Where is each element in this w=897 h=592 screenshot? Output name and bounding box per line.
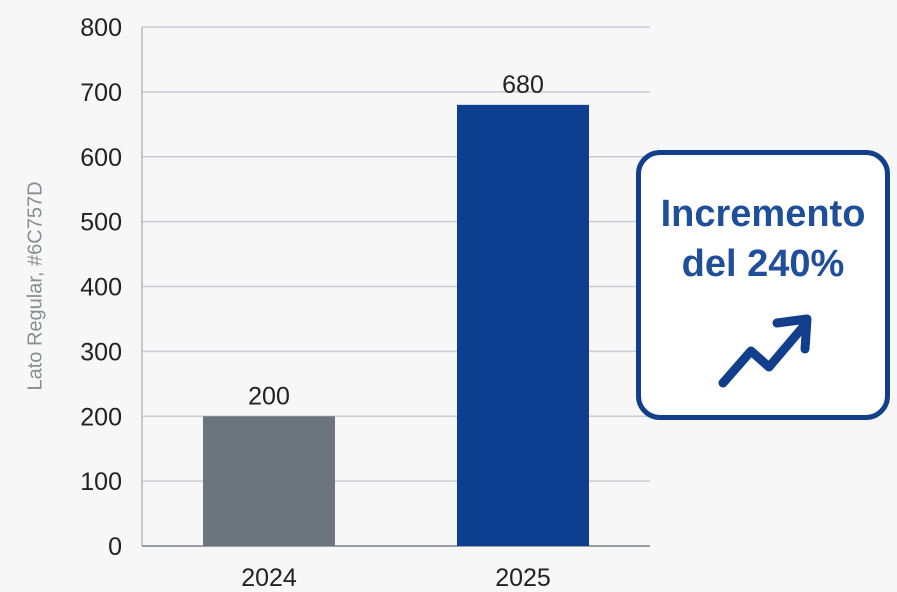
y-tick-label: 800 (80, 14, 122, 42)
data-label: 200 (248, 382, 290, 410)
bar (203, 416, 335, 546)
data-label: 680 (502, 71, 544, 99)
y-tick-label: 300 (80, 338, 122, 366)
x-tick-label: 2024 (241, 564, 297, 592)
y-tick-label: 0 (108, 533, 122, 561)
y-tick-label: 500 (80, 209, 122, 237)
callout-title: Incremento (660, 193, 866, 235)
y-tick-label: 600 (80, 144, 122, 172)
y-tick-label: 100 (80, 468, 122, 496)
bar (457, 104, 589, 546)
callout-percentage: del 240% (681, 243, 845, 285)
y-tick-label: 400 (80, 274, 122, 302)
trend-up-arrow-icon (718, 314, 812, 388)
y-tick-label: 200 (80, 403, 122, 431)
y-tick-label: 700 (80, 79, 122, 107)
increase-callout: Incremento del 240% (636, 150, 890, 420)
y-axis-label: Lato Regular, #6C757D (24, 181, 47, 391)
x-tick-label: 2025 (495, 564, 551, 592)
